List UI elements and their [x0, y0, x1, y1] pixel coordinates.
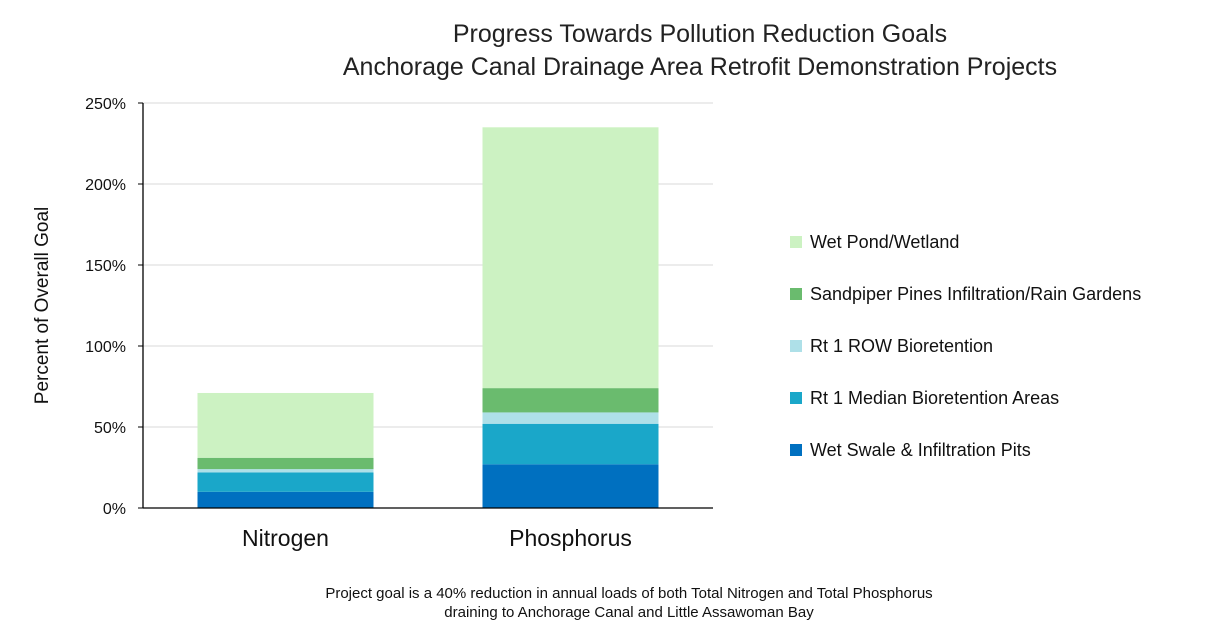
legend-label: Wet Pond/Wetland	[810, 231, 960, 252]
legend-item: Rt 1 Median Bioretention Areas	[790, 372, 1141, 424]
bar-segment-phosphorus	[482, 464, 659, 508]
bar-segment-nitrogen	[197, 469, 374, 473]
legend-label: Rt 1 Median Bioretention Areas	[810, 387, 1060, 408]
bar-segment-phosphorus	[482, 423, 659, 465]
legend-label: Sandpiper Pines Infiltration/Rain Garden…	[810, 283, 1142, 304]
y-tick-label: 100%	[85, 339, 126, 356]
bar-segment-nitrogen	[197, 392, 374, 458]
bar-segment-nitrogen	[197, 457, 374, 470]
y-tick-label: 50%	[94, 420, 126, 437]
legend-item: Rt 1 ROW Bioretention	[790, 320, 1141, 372]
bar-segment-phosphorus	[482, 127, 659, 389]
legend-swatch	[790, 236, 802, 248]
bar-segment-phosphorus	[482, 388, 659, 413]
legend-label: Wet Swale & Infiltration Pits	[810, 439, 1031, 460]
legend: Wet Pond/Wetland Sandpiper Pines Infiltra…	[790, 216, 1141, 476]
y-tick-label: 0%	[103, 501, 126, 518]
legend-swatch	[790, 340, 802, 352]
legend-label: Rt 1 ROW Bioretention	[810, 335, 994, 356]
legend-item: Sandpiper Pines Infiltration/Rain Garden…	[790, 268, 1141, 320]
legend-swatch	[790, 444, 802, 456]
bar-segment-phosphorus	[482, 412, 659, 424]
chart-title: Progress Towards Pollution Reduction Goa…	[452, 20, 948, 48]
bar-segment-nitrogen	[197, 472, 374, 492]
bar-segment-nitrogen	[197, 491, 374, 508]
legend-item: Wet Pond/Wetland	[790, 216, 1141, 268]
legend-swatch	[790, 392, 802, 404]
chart-subtitle: Anchorage Canal Drainage Area Retrofit D…	[342, 53, 1058, 81]
y-axis-title: Percent of Overall Goal	[32, 207, 53, 404]
x-category-label: Nitrogen	[242, 525, 329, 551]
legend-item: Wet Swale & Infiltration Pits	[790, 424, 1141, 476]
x-category-label: Phosphorus	[509, 525, 632, 551]
y-tick-label: 250%	[85, 96, 126, 113]
footnote-line-2: draining to Anchorage Canal and Little A…	[444, 604, 814, 621]
footnote-line-1: Project goal is a 40% reduction in annua…	[325, 585, 933, 602]
y-tick-label: 150%	[85, 258, 126, 275]
y-tick-label: 200%	[85, 177, 126, 194]
legend-swatch	[790, 288, 802, 300]
